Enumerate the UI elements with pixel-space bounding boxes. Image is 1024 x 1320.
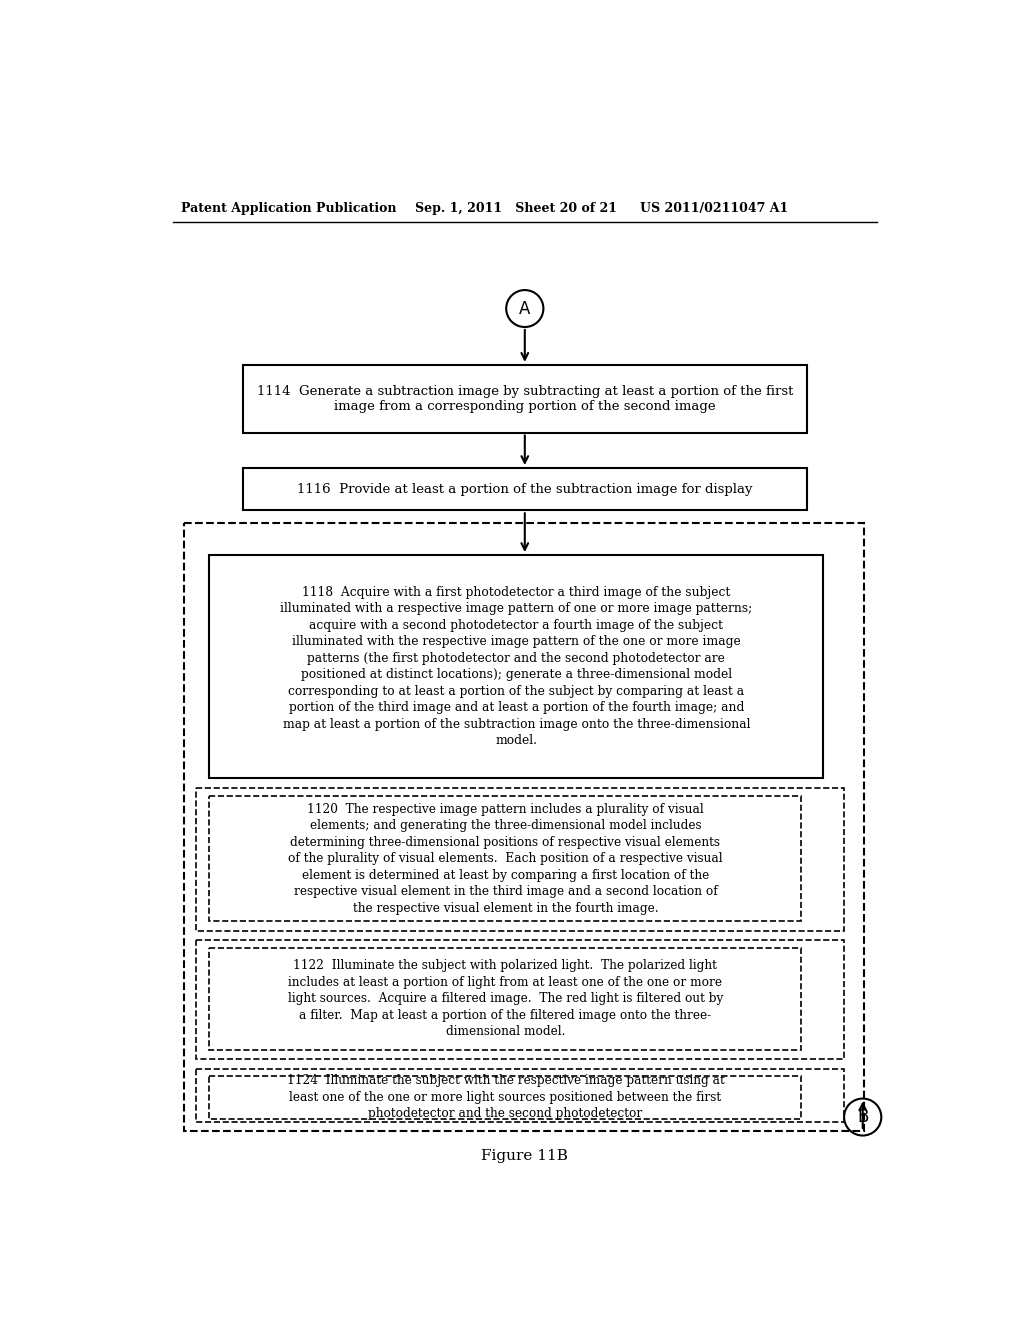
- FancyBboxPatch shape: [209, 796, 802, 921]
- Text: US 2011/0211047 A1: US 2011/0211047 A1: [640, 202, 787, 215]
- FancyBboxPatch shape: [197, 788, 844, 931]
- Text: Figure 11B: Figure 11B: [481, 1148, 568, 1163]
- Text: Patent Application Publication: Patent Application Publication: [180, 202, 396, 215]
- FancyBboxPatch shape: [243, 364, 807, 433]
- Text: Sep. 1, 2011   Sheet 20 of 21: Sep. 1, 2011 Sheet 20 of 21: [415, 202, 616, 215]
- Text: 1116  Provide at least a portion of the subtraction image for display: 1116 Provide at least a portion of the s…: [297, 483, 753, 495]
- FancyBboxPatch shape: [209, 948, 802, 1051]
- FancyBboxPatch shape: [197, 940, 844, 1059]
- Text: B: B: [857, 1107, 868, 1126]
- Text: A: A: [519, 300, 530, 318]
- Text: 1120  The respective image pattern includes a plurality of visual
elements; and : 1120 The respective image pattern includ…: [288, 803, 723, 915]
- FancyBboxPatch shape: [209, 1076, 802, 1118]
- Text: 1122  Illuminate the subject with polarized light.  The polarized light
includes: 1122 Illuminate the subject with polariz…: [288, 960, 723, 1039]
- Text: 1118  Acquire with a first photodetector a third image of the subject
illuminate: 1118 Acquire with a first photodetector …: [281, 586, 753, 747]
- FancyBboxPatch shape: [209, 554, 823, 779]
- Text: 1124  Illuminate the subject with the respective image pattern using at
least on: 1124 Illuminate the subject with the res…: [287, 1074, 724, 1121]
- FancyBboxPatch shape: [197, 1069, 844, 1122]
- FancyBboxPatch shape: [243, 469, 807, 511]
- FancyBboxPatch shape: [183, 523, 864, 1131]
- Text: 1114  Generate a subtraction image by subtracting at least a portion of the firs: 1114 Generate a subtraction image by sub…: [257, 384, 793, 413]
